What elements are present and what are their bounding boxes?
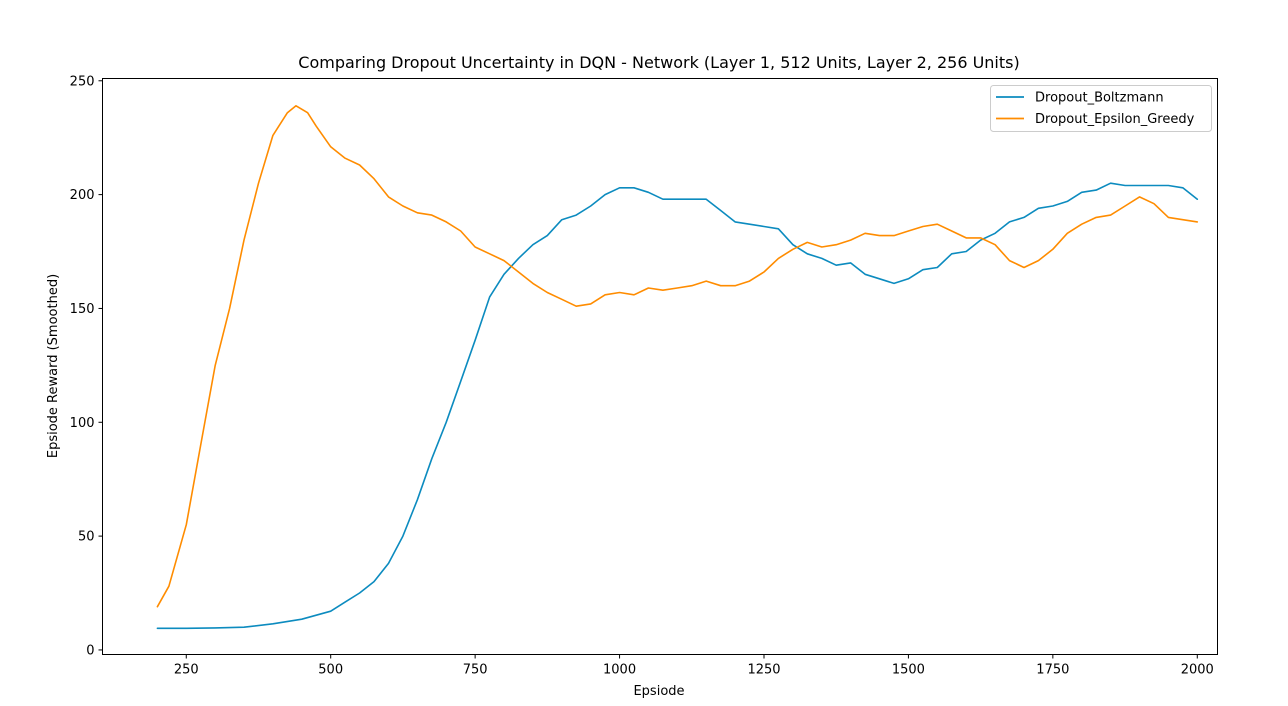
y-tick-label: 200 — [70, 188, 95, 203]
y-axis-label: Epsiode Reward (Smoothed) — [46, 274, 61, 458]
series-line-0 — [156, 182, 1199, 630]
x-tick-label: 2000 — [1181, 663, 1214, 678]
y-tick-label: 150 — [70, 302, 95, 317]
x-tick-label: 1000 — [603, 663, 636, 678]
legend-box — [990, 85, 1212, 132]
legend-label: Dropout_Boltzmann — [1035, 91, 1164, 106]
x-tick-label: 1750 — [1036, 663, 1069, 678]
x-tick-label: 1500 — [892, 663, 925, 678]
x-tick-label: 1250 — [747, 663, 780, 678]
chart-title: Comparing Dropout Uncertainty in DQN - N… — [298, 53, 1019, 72]
plot-area — [102, 78, 1218, 655]
y-tick-label: 50 — [78, 530, 95, 545]
x-axis-label: Epsiode — [633, 684, 684, 699]
series-line-1 — [156, 105, 1199, 608]
legend-label: Dropout_Epsilon_Greedy — [1035, 112, 1195, 127]
y-tick-label: 250 — [70, 74, 95, 89]
y-tick-label: 100 — [70, 416, 95, 431]
y-tick-label: 0 — [86, 643, 94, 658]
series-layer — [156, 105, 1199, 630]
x-tick-label: 750 — [463, 663, 488, 678]
axes-layer: 250 500 750 1000 1250 1500 1750 2000 0 50 100 150 20… — [70, 74, 1214, 677]
x-tick-label: 500 — [318, 663, 343, 678]
x-tick-label: 250 — [174, 663, 199, 678]
legend: Dropout_Boltzmann Dropout_Epsilon_Greedy — [990, 85, 1212, 132]
